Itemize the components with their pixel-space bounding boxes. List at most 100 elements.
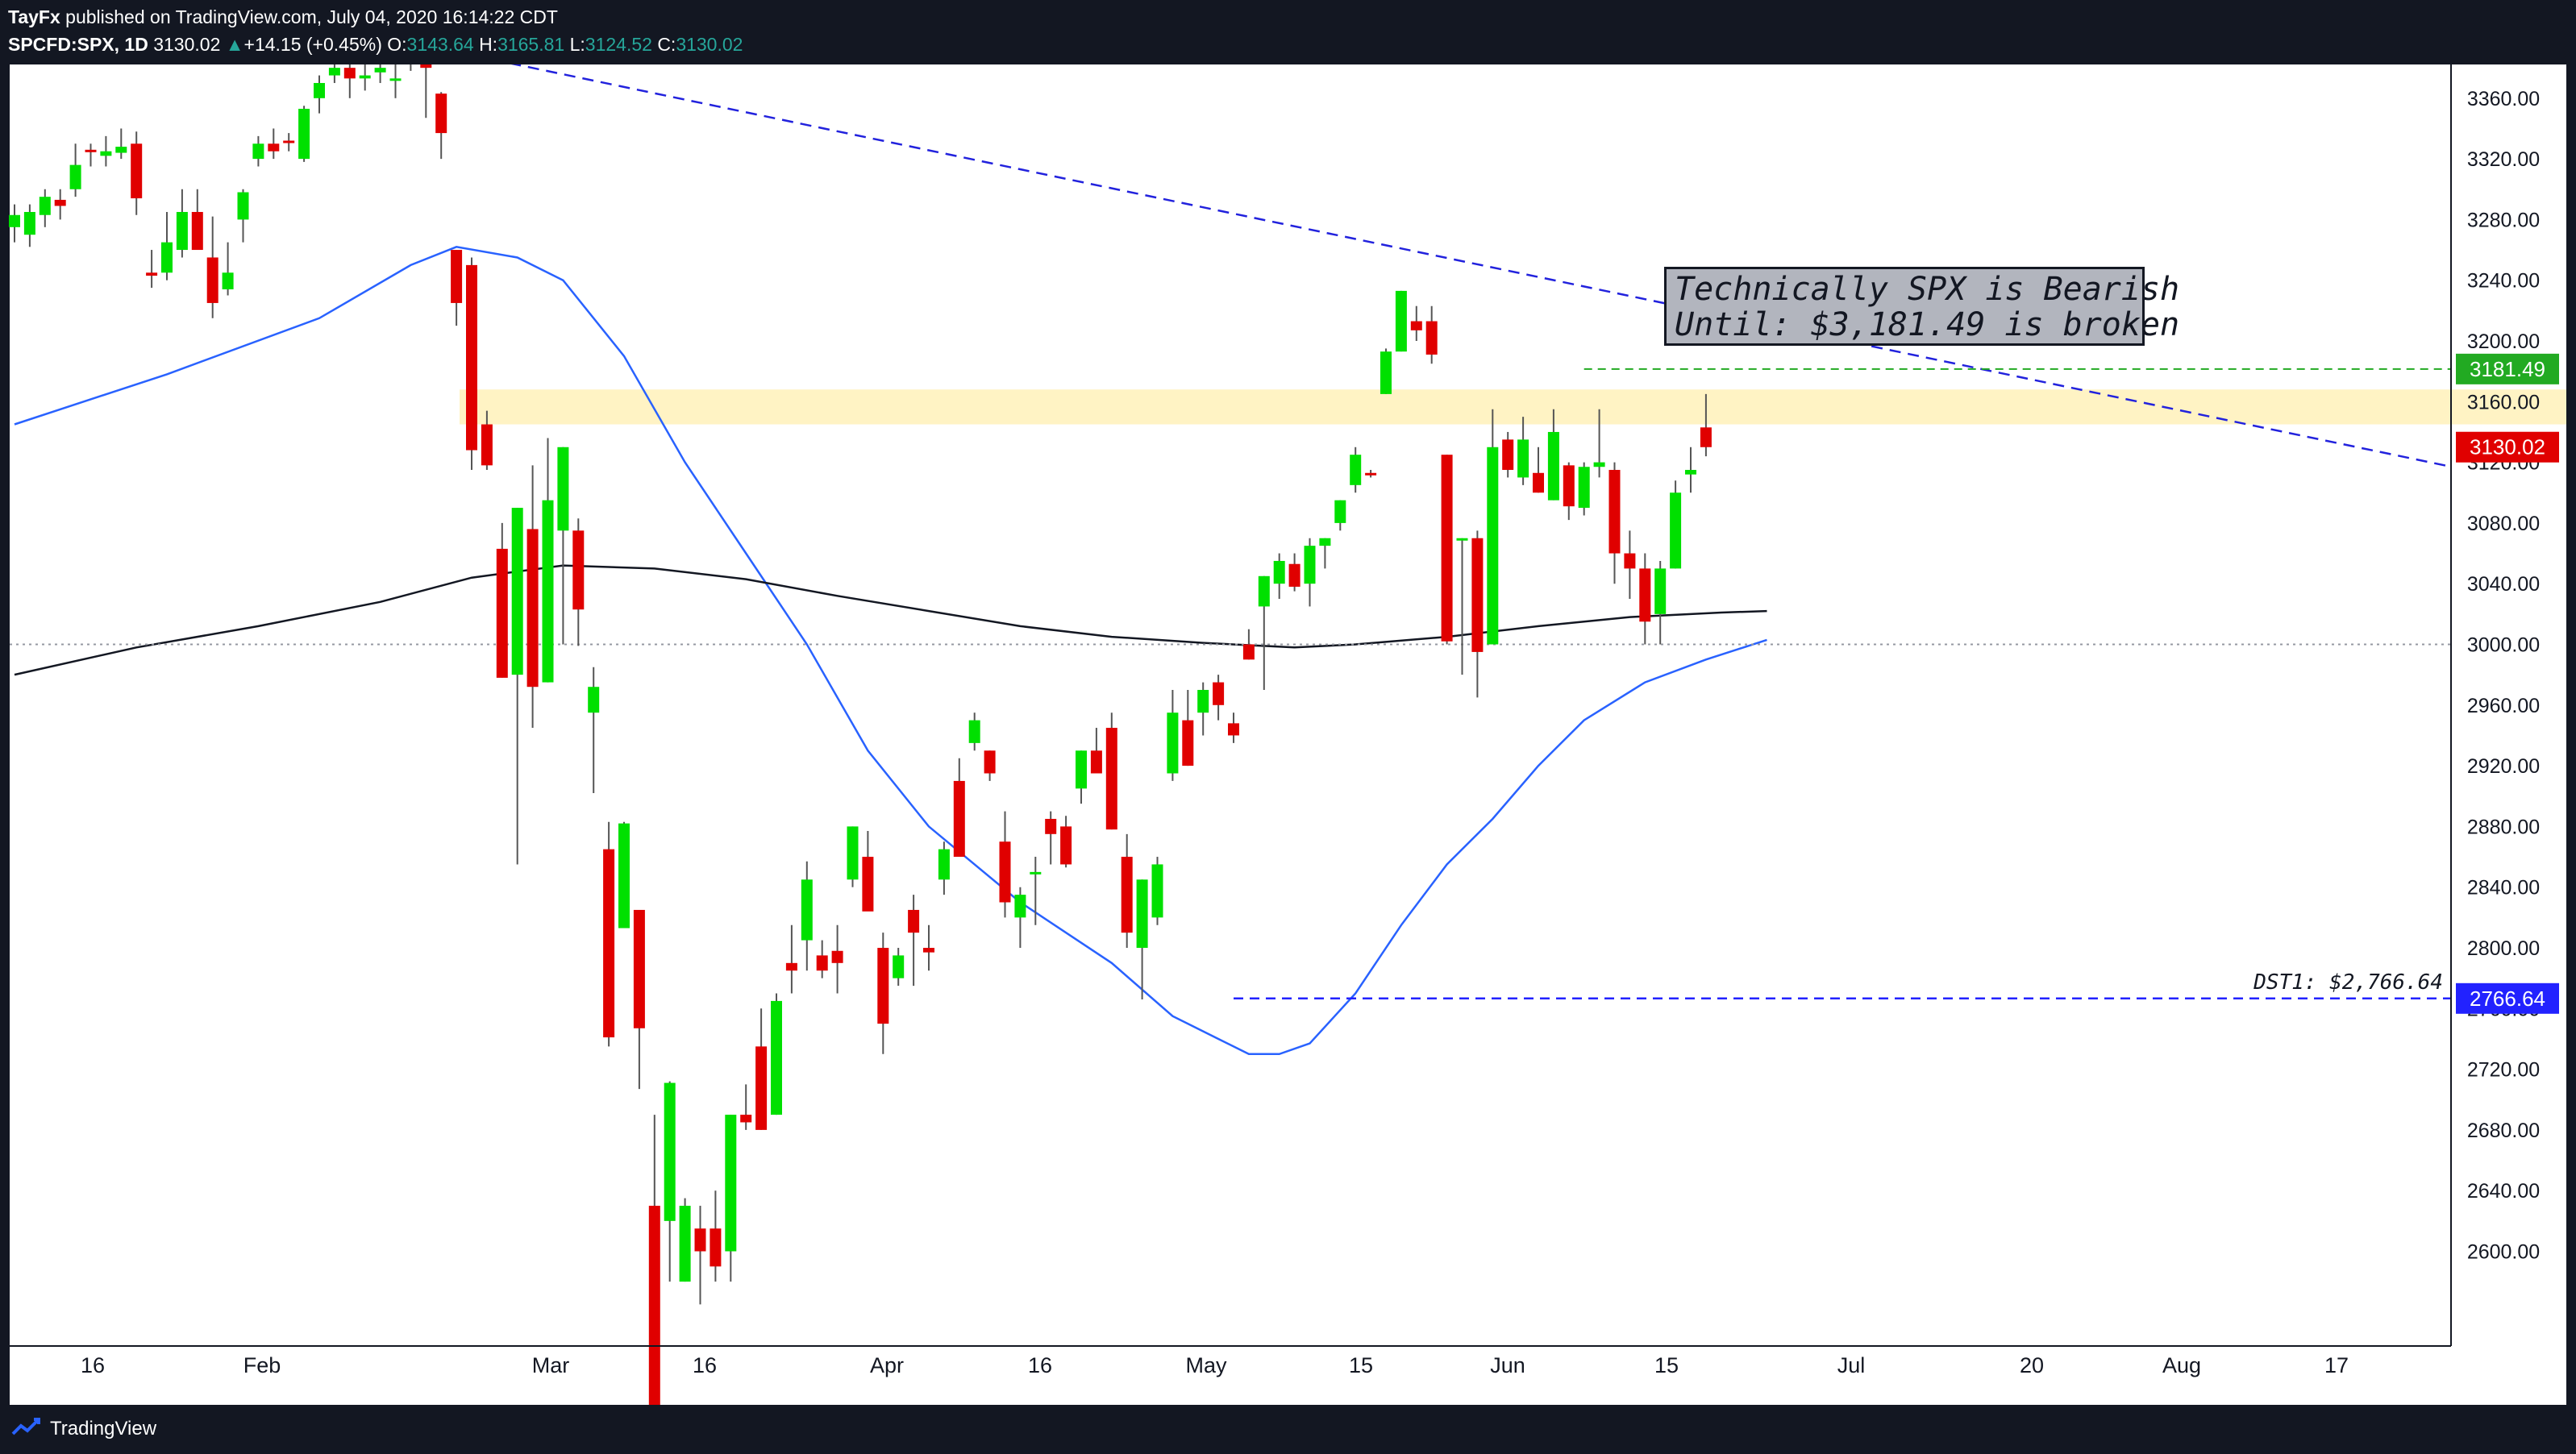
candle <box>1228 712 1239 743</box>
candle <box>785 924 797 994</box>
candle <box>252 135 264 167</box>
candle-body <box>9 214 20 227</box>
candle-body <box>1395 290 1407 352</box>
candle-body <box>1258 575 1270 607</box>
publisher-name[interactable]: TayFx <box>8 6 60 27</box>
candle-body <box>938 849 950 880</box>
candle-body <box>54 199 66 206</box>
candle-body <box>1045 818 1057 834</box>
candle <box>206 216 218 318</box>
candle <box>1304 538 1316 607</box>
candle-body <box>1060 826 1072 865</box>
candle <box>161 211 173 280</box>
candle <box>1502 431 1514 478</box>
candle <box>69 143 81 197</box>
time-tick-label: 15 <box>1654 1353 1679 1377</box>
tradingview-logo-icon[interactable] <box>11 1418 44 1440</box>
time-tick-label: Apr <box>870 1353 904 1377</box>
candle <box>146 250 158 289</box>
candle-body <box>1182 720 1194 766</box>
low-label: L: <box>569 34 585 55</box>
price-tick-label: 2960.00 <box>2467 695 2540 717</box>
published-text: published on TradingView.com, July 04, 2… <box>65 6 558 27</box>
price-label-text: 3181.49 <box>2470 357 2545 381</box>
candle <box>1670 480 1682 569</box>
candle <box>1380 348 1392 394</box>
candle <box>131 131 143 215</box>
candle-body <box>740 1115 752 1123</box>
candle-body <box>420 64 432 69</box>
candle <box>100 135 112 167</box>
price-tick-label: 3080.00 <box>2467 513 2540 535</box>
candle-body <box>755 1046 768 1130</box>
candle-body <box>451 250 463 303</box>
candle <box>1547 409 1559 501</box>
candle-body <box>1380 351 1392 394</box>
candle <box>588 667 600 793</box>
candle <box>1517 417 1529 485</box>
low-value: 3124.52 <box>585 34 652 55</box>
price-label-box <box>2456 982 2559 1014</box>
candle <box>511 508 523 865</box>
candle <box>1167 689 1179 781</box>
price-change: +14.15 (+0.45%) <box>243 34 382 55</box>
price-tick-label: 3160.00 <box>2467 391 2540 413</box>
time-tick-label: Mar <box>532 1353 570 1377</box>
candle <box>877 933 889 1054</box>
candle <box>23 204 35 247</box>
candle-body <box>146 272 158 276</box>
dst1-label: DST1: $2,766.64 <box>2253 970 2443 995</box>
candle-body <box>191 211 203 251</box>
candle <box>1136 879 1148 1000</box>
candle-body <box>1167 712 1179 774</box>
price-chart[interactable]: 2600.002640.002680.002720.002760.002800.… <box>0 64 2566 1405</box>
candle-body <box>115 147 127 153</box>
candle <box>999 811 1011 918</box>
candle-body <box>771 1000 782 1115</box>
candle-body <box>1288 563 1300 587</box>
candle-body <box>984 750 996 774</box>
candle-body <box>389 78 402 81</box>
candle-body <box>633 909 645 1028</box>
candle-body <box>100 151 112 156</box>
candle-body <box>1517 439 1529 478</box>
candle <box>1288 553 1300 592</box>
candle-body <box>268 143 280 152</box>
candle <box>435 92 447 160</box>
candle-body <box>862 857 874 912</box>
candle <box>1578 462 1590 516</box>
footer-brand[interactable]: TradingView <box>50 1418 157 1439</box>
candle-body <box>1456 538 1468 541</box>
candle <box>420 64 432 118</box>
candle <box>1319 538 1331 569</box>
price-tick-label: 2680.00 <box>2467 1120 2540 1142</box>
price-tick-label: 2720.00 <box>2467 1059 2540 1082</box>
annotation-line-1: Technically SPX is Bearish <box>1675 271 2180 308</box>
candle <box>1425 305 1438 364</box>
candle-body <box>1410 321 1422 330</box>
candle-body <box>618 823 630 928</box>
candle <box>359 64 371 91</box>
candle-body <box>1014 895 1026 918</box>
candle <box>283 133 295 152</box>
candle-body <box>588 687 600 713</box>
candle-body <box>1487 447 1499 645</box>
candle <box>984 750 996 781</box>
candle <box>374 64 386 83</box>
candle <box>953 758 965 858</box>
annotation-box[interactable]: Technically SPX is Bearish Until: $3,181… <box>1664 267 2179 346</box>
candle <box>54 189 66 220</box>
candle <box>115 128 127 160</box>
candle <box>191 189 203 251</box>
candle-body <box>847 826 859 880</box>
candle <box>648 1115 660 1405</box>
price-label: 3181.49 <box>2456 353 2559 384</box>
candle <box>725 1115 737 1282</box>
candle-body <box>1365 472 1377 476</box>
candle-body <box>1304 546 1316 584</box>
candle <box>801 861 813 971</box>
candle <box>410 64 412 71</box>
candle-body <box>1441 455 1453 642</box>
candle-body <box>359 75 371 79</box>
symbol-name[interactable]: SPCFD:SPX, 1D <box>8 34 148 55</box>
